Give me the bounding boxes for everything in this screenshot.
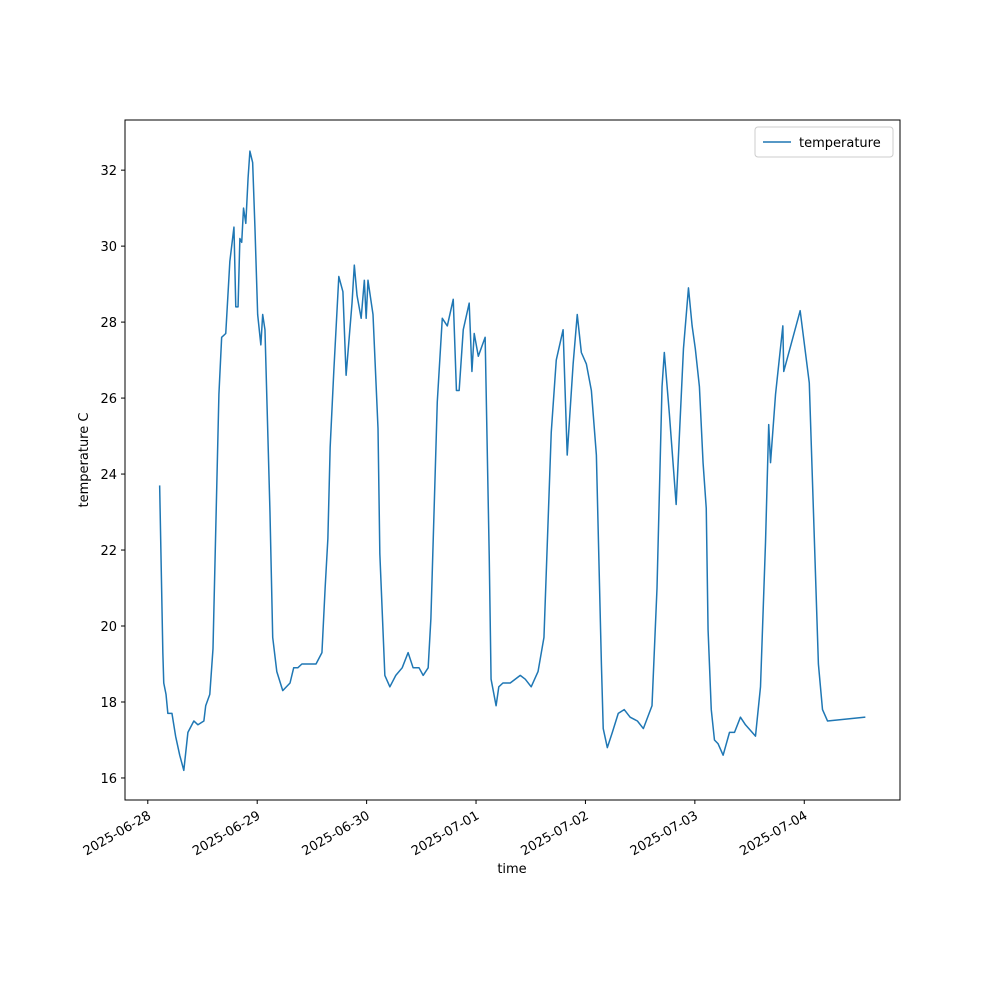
x-tick-label: 2025-07-03 bbox=[628, 808, 701, 859]
x-tick-label: 2025-07-01 bbox=[409, 808, 482, 859]
y-tick-label: 24 bbox=[100, 468, 117, 483]
y-tick-label: 20 bbox=[100, 620, 117, 635]
x-tick-label: 2025-06-29 bbox=[190, 808, 263, 859]
y-tick-label: 26 bbox=[100, 392, 117, 407]
y-tick-label: 32 bbox=[100, 164, 117, 179]
x-axis-label: time bbox=[497, 862, 526, 877]
x-tick-label: 2025-07-04 bbox=[737, 808, 810, 859]
x-tick-label: 2025-06-28 bbox=[81, 808, 154, 859]
y-tick-label: 16 bbox=[100, 772, 117, 787]
y-tick-label: 22 bbox=[100, 544, 117, 559]
legend-label: temperature bbox=[799, 136, 881, 151]
y-axis-label: temperature C bbox=[77, 413, 92, 508]
plot-frame bbox=[124, 119, 901, 801]
legend-box bbox=[754, 126, 894, 158]
y-tick-label: 28 bbox=[100, 316, 117, 331]
line bbox=[158, 150, 866, 772]
y-tick-label: 30 bbox=[100, 240, 117, 255]
y-tick-label: 18 bbox=[100, 696, 117, 711]
x-tick-label: 2025-06-30 bbox=[300, 808, 373, 859]
x-tick-label: 2025-07-02 bbox=[519, 808, 592, 859]
legend: temperature bbox=[754, 126, 894, 158]
